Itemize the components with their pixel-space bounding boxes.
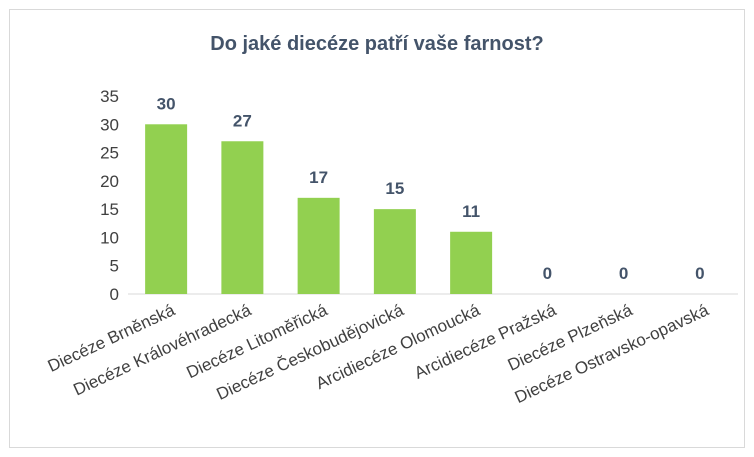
bar <box>145 124 188 295</box>
bar <box>297 197 340 294</box>
bar <box>450 231 493 294</box>
data-label: 0 <box>695 264 704 283</box>
bar <box>221 141 264 294</box>
y-tick-label: 35 <box>100 87 119 106</box>
data-label: 30 <box>157 94 176 113</box>
y-tick-label: 15 <box>100 200 119 219</box>
bar <box>373 209 416 294</box>
y-tick-label: 5 <box>110 257 119 276</box>
y-tick-label: 20 <box>100 172 119 191</box>
data-label: 0 <box>543 264 552 283</box>
data-label: 27 <box>233 111 252 130</box>
data-label: 0 <box>619 264 628 283</box>
y-tick-label: 30 <box>100 115 119 134</box>
y-tick-label: 10 <box>100 228 119 247</box>
data-label: 17 <box>309 168 328 187</box>
y-tick-label: 0 <box>110 285 119 304</box>
data-label: 11 <box>462 202 480 221</box>
chart-title: Do jaké diecéze patří vaše farnost? <box>210 33 544 55</box>
y-tick-label: 25 <box>100 144 119 163</box>
data-label: 15 <box>385 179 404 198</box>
